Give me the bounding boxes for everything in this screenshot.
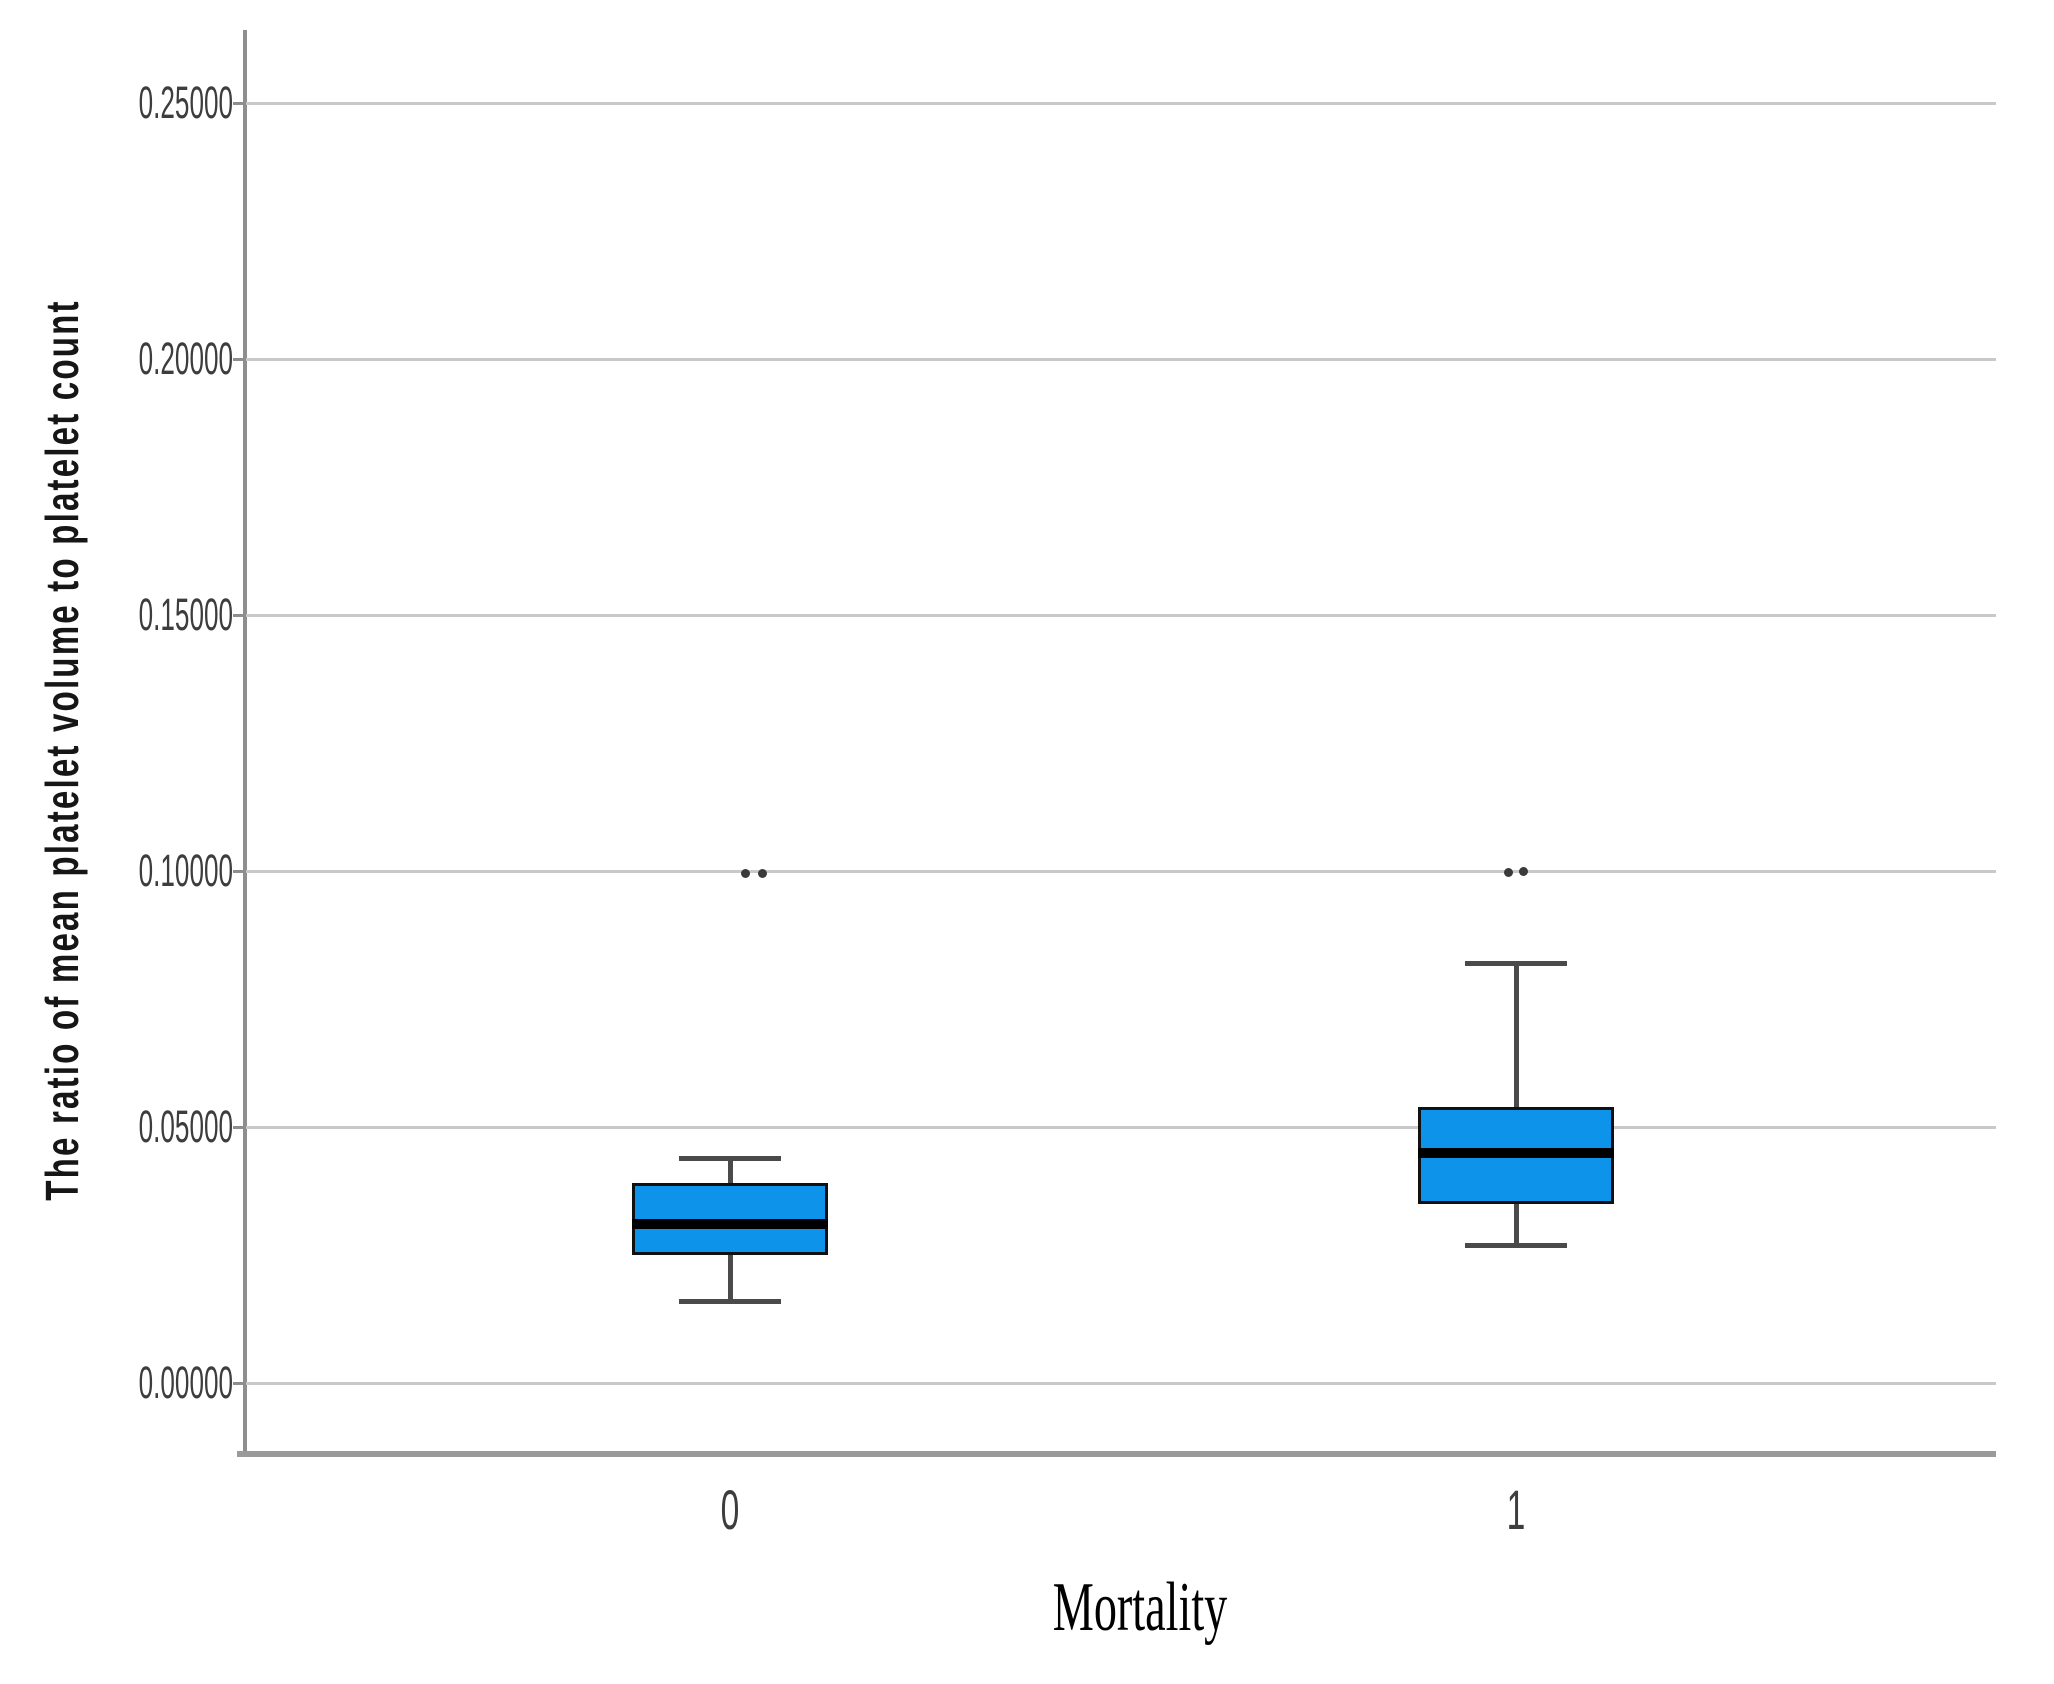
y-tick-label: 0.05000 xyxy=(138,1101,233,1152)
y-tick-label: 0.25000 xyxy=(138,77,233,128)
gridline xyxy=(246,1381,1996,1385)
y-axis-spine xyxy=(243,30,247,1455)
gridline xyxy=(246,101,1996,105)
whisker-cap-upper xyxy=(1465,961,1567,967)
y-tick-label: 0.20000 xyxy=(138,333,233,384)
whisker-upper xyxy=(727,1157,733,1184)
y-tick-mark xyxy=(233,613,246,617)
x-tick-label: 0 xyxy=(720,1478,740,1541)
gridline xyxy=(246,1125,1996,1129)
boxplot-box xyxy=(632,1183,828,1255)
outlier-dot xyxy=(740,869,750,879)
whisker-lower xyxy=(1513,1203,1519,1245)
y-tick-label: 0.00000 xyxy=(138,1357,233,1408)
y-tick-mark xyxy=(233,101,246,105)
y-tick-label: 0.15000 xyxy=(138,589,233,640)
gridline xyxy=(246,357,1996,361)
whisker-upper xyxy=(1513,963,1519,1107)
median-line xyxy=(1418,1147,1614,1158)
median-line xyxy=(632,1219,828,1230)
whisker-cap-lower xyxy=(1465,1242,1567,1248)
x-tick-label: 1 xyxy=(1506,1478,1526,1541)
y-tick-mark xyxy=(233,1381,246,1385)
gridline xyxy=(246,869,1996,873)
outlier-dot xyxy=(757,869,767,879)
x-axis-title: Mortality xyxy=(1052,1569,1228,1646)
y-tick-mark xyxy=(233,869,246,873)
outlier-dot xyxy=(1518,866,1528,876)
whisker-cap-lower xyxy=(679,1299,781,1305)
y-tick-mark xyxy=(233,357,246,361)
whisker-cap-upper xyxy=(679,1155,781,1161)
whisker-lower xyxy=(727,1255,733,1302)
gridline xyxy=(246,613,1996,617)
outlier-dot xyxy=(1503,867,1513,877)
y-tick-mark xyxy=(233,1125,246,1129)
y-tick-label: 0.10000 xyxy=(138,845,233,896)
x-axis-spine xyxy=(237,1451,1996,1457)
